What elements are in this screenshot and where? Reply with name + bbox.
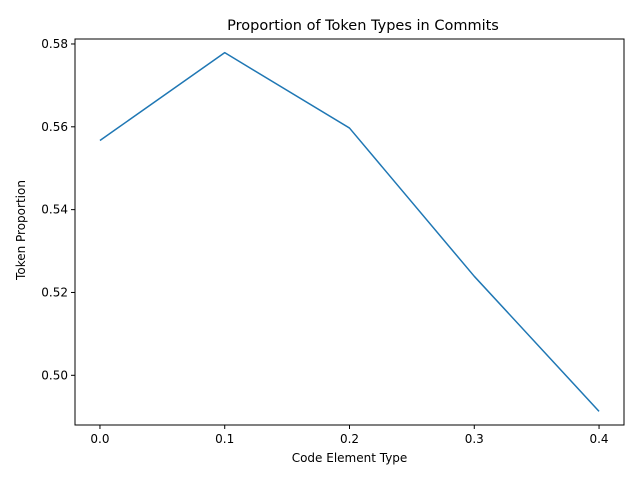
chart-title: Proportion of Token Types in Commits bbox=[227, 18, 499, 34]
y-tick-label: 0.50 bbox=[41, 368, 68, 382]
y-tick-label: 0.52 bbox=[41, 285, 68, 299]
x-tick-label: 0.1 bbox=[215, 432, 234, 446]
y-tick-label: 0.54 bbox=[41, 203, 68, 217]
x-tick-label: 0.2 bbox=[340, 432, 359, 446]
x-tick-label: 0.4 bbox=[589, 432, 608, 446]
series-line-1 bbox=[99, 51, 600, 412]
x-tick-label: 0.0 bbox=[90, 432, 109, 446]
x-axis-label: Code Element Type bbox=[292, 451, 408, 465]
x-tick-label: 0.3 bbox=[465, 432, 484, 446]
y-tick-label: 0.56 bbox=[41, 120, 68, 134]
y-tick-label: 0.58 bbox=[41, 37, 68, 51]
plot-area: 0.0 0.1 0.2 0.3 0.4 0.50 0.52 0.54 0.56 0.58 bbox=[41, 37, 625, 446]
y-axis-label: Token Proportion bbox=[14, 180, 28, 281]
